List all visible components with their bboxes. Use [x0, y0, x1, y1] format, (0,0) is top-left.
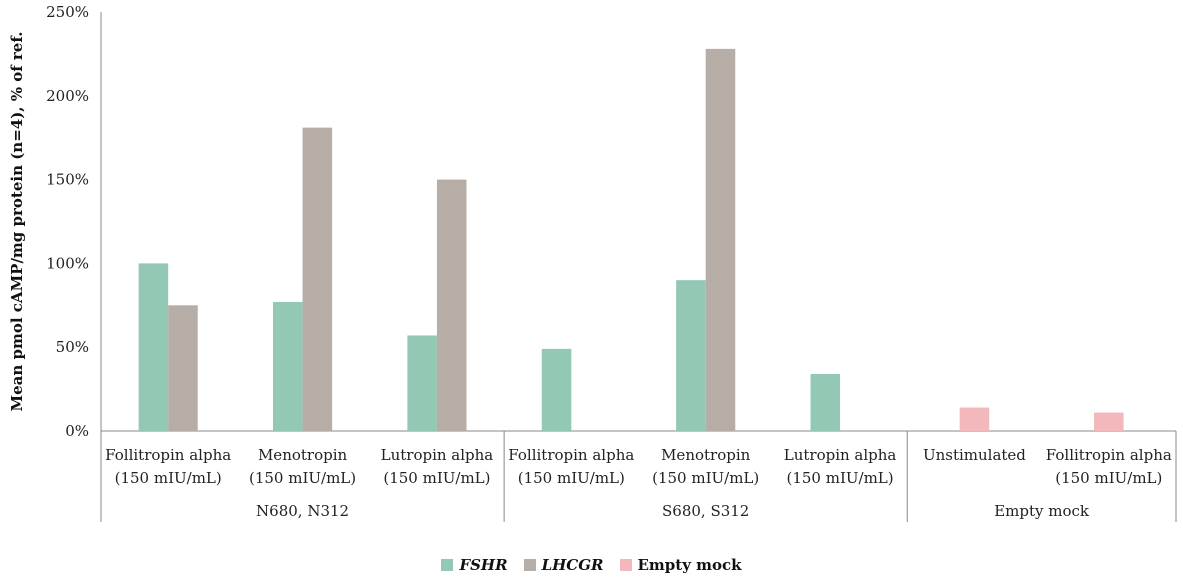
- bar-fshr: [541, 348, 572, 431]
- x-category-label: Lutropin alpha: [381, 446, 494, 464]
- legend: FSHR LHCGR Empty mock: [0, 556, 1183, 574]
- x-group-label: N680, N312: [256, 502, 349, 520]
- bar-empty-mock: [1094, 412, 1124, 431]
- x-category-sublabel: (150 mIU/mL): [115, 469, 222, 487]
- legend-swatch-empty-mock: [619, 559, 632, 571]
- x-group-label: S680, S312: [662, 502, 749, 520]
- bar-fshr: [138, 263, 169, 431]
- x-group-label: Empty mock: [994, 502, 1090, 520]
- x-category-label: Follitropin alpha: [105, 446, 231, 464]
- legend-label-empty-mock: Empty mock: [637, 556, 742, 574]
- x-category-label: Menotropin: [661, 446, 751, 464]
- legend-item-empty-mock: Empty mock: [619, 556, 742, 574]
- x-category-sublabel: (150 mIU/mL): [1055, 469, 1162, 487]
- bar-fshr: [273, 301, 303, 431]
- y-tick-label: 200%: [46, 87, 89, 105]
- bar-fshr: [810, 374, 841, 431]
- y-tick-label: 0%: [65, 422, 89, 440]
- bar-lhcgr: [436, 179, 467, 431]
- x-category-sublabel: (150 mIU/mL): [249, 469, 356, 487]
- legend-item-lhcgr: LHCGR: [523, 556, 604, 574]
- y-tick-label: 150%: [46, 171, 89, 189]
- legend-label-fshr: FSHR: [459, 556, 508, 574]
- y-tick-label: 250%: [46, 3, 89, 21]
- y-axis-title: Mean pmol cAMP/mg protein (n=4), % of re…: [8, 32, 26, 412]
- legend-swatch-fshr: [441, 559, 454, 571]
- y-tick-label: 100%: [46, 254, 89, 272]
- y-tick-label: 50%: [56, 338, 89, 356]
- bar-lhcgr: [705, 48, 736, 431]
- bar-fshr: [407, 335, 437, 431]
- legend-label-lhcgr: LHCGR: [541, 556, 604, 574]
- bar-fshr: [676, 280, 706, 431]
- legend-swatch-lhcgr: [523, 559, 536, 571]
- x-category-label: Follitropin alpha: [1046, 446, 1172, 464]
- x-category-label: Menotropin: [258, 446, 348, 464]
- bar-lhcgr: [302, 127, 333, 432]
- legend-item-fshr: FSHR: [441, 556, 508, 574]
- x-category-label: Unstimulated: [923, 446, 1026, 464]
- x-category-sublabel: (150 mIU/mL): [786, 469, 893, 487]
- x-category-label: Follitropin alpha: [508, 446, 634, 464]
- x-category-sublabel: (150 mIU/mL): [518, 469, 625, 487]
- bar-empty-mock: [959, 407, 990, 431]
- x-category-sublabel: (150 mIU/mL): [652, 469, 759, 487]
- bar-lhcgr: [168, 305, 198, 431]
- x-category-label: Lutropin alpha: [784, 446, 897, 464]
- x-category-sublabel: (150 mIU/mL): [383, 469, 490, 487]
- bar-chart: 0% 50% 100% 150% 200% 250% Mean pmol cAMP/mg p…: [8, 3, 1177, 522]
